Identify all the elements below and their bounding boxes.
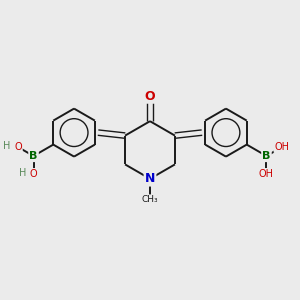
Text: OH: OH (274, 142, 290, 152)
Text: CH₃: CH₃ (142, 195, 158, 204)
Text: H: H (4, 141, 11, 151)
Text: OH: OH (259, 169, 274, 179)
Text: B: B (29, 151, 38, 161)
Text: O: O (14, 142, 22, 152)
Text: N: N (145, 172, 155, 185)
Text: O: O (30, 169, 37, 179)
Text: H: H (19, 168, 26, 178)
Text: B: B (262, 151, 271, 161)
Text: O: O (145, 89, 155, 103)
